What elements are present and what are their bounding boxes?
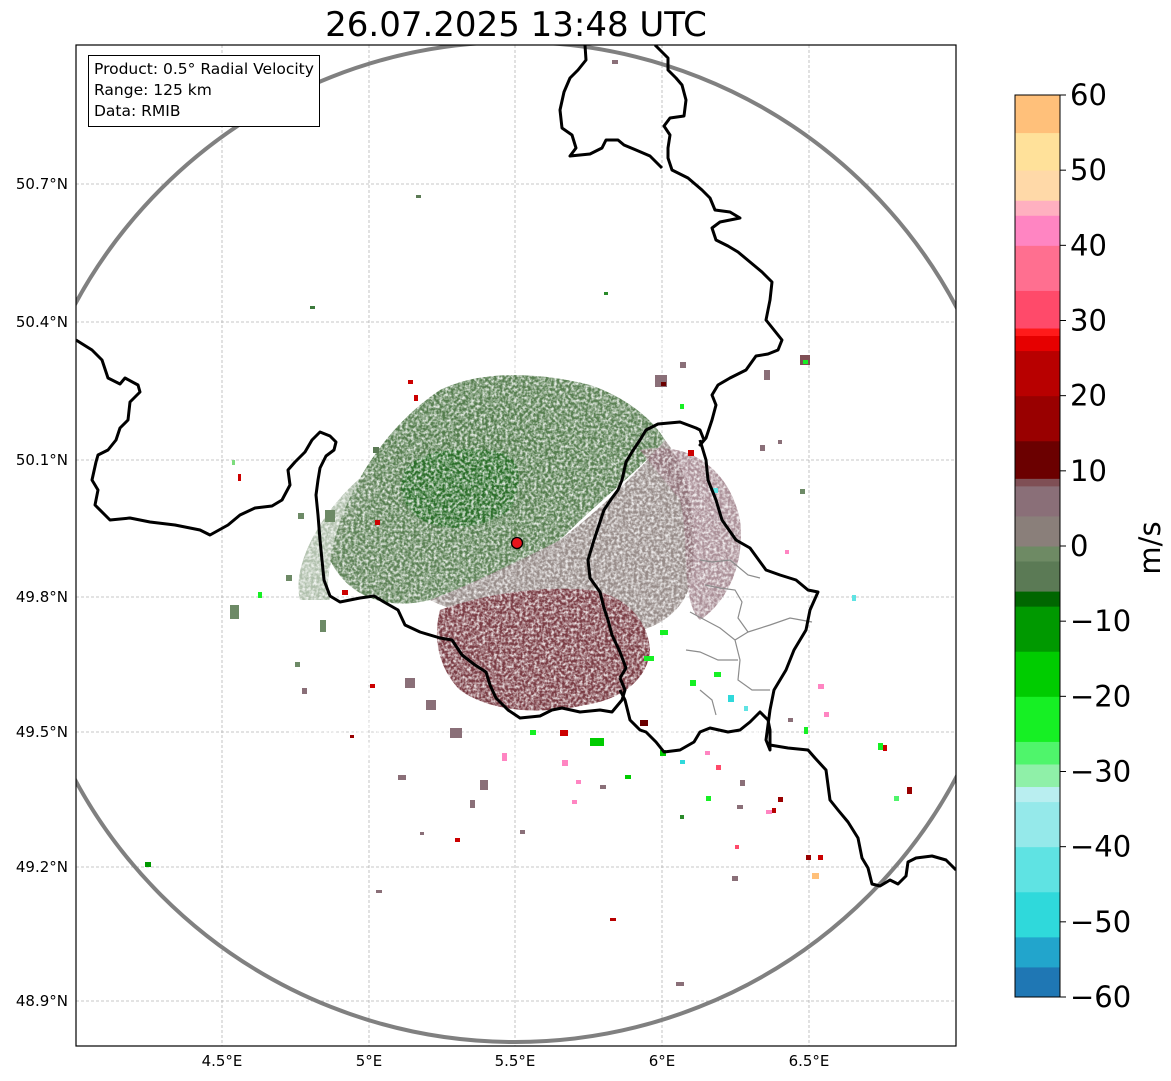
colorbar-bands bbox=[1015, 95, 1060, 998]
info-range: Range: 125 km bbox=[94, 81, 212, 99]
lon-tick-label: 5°E bbox=[356, 1052, 383, 1070]
longitude-ticks: 4.5°E 5°E 5.5°E 6°E 6.5°E bbox=[202, 1052, 830, 1070]
colorbar-band bbox=[1015, 200, 1060, 216]
radar-site-marker bbox=[510, 536, 524, 550]
colorbar-tick-label: 60 bbox=[1070, 78, 1107, 112]
colorbar-tick-label: −20 bbox=[1070, 679, 1131, 713]
lat-tick-label: 49.8°N bbox=[16, 588, 68, 606]
lat-tick-label: 49.5°N bbox=[16, 723, 68, 741]
colorbar-tick-label: 0 bbox=[1070, 529, 1088, 563]
colorbar-band bbox=[1015, 591, 1060, 607]
border-be-lux-east bbox=[586, 45, 784, 679]
colorbar-band bbox=[1015, 546, 1060, 562]
colorbar-band bbox=[1015, 891, 1060, 938]
lat-tick-label: 50.7°N bbox=[16, 175, 68, 193]
colorbar-band bbox=[1015, 132, 1060, 171]
plot-frame bbox=[75, 44, 957, 1047]
colorbar-band bbox=[1015, 440, 1060, 479]
colorbar-band bbox=[1015, 801, 1060, 848]
colorbar-band bbox=[1015, 515, 1060, 547]
colorbar-band bbox=[1015, 606, 1060, 652]
colorbar-band bbox=[1015, 350, 1060, 397]
map-title: 26.07.2025 13:48 UTC bbox=[325, 5, 707, 45]
colorbar-band bbox=[1015, 478, 1060, 487]
lat-tick-label: 48.9°N bbox=[16, 992, 68, 1010]
colorbar-tick-label: −10 bbox=[1070, 604, 1131, 638]
lat-tick-label: 49.2°N bbox=[16, 858, 68, 876]
border-fr-be-west bbox=[76, 338, 627, 720]
colorbar-ticks: 60 50 40 30 20 10 0 −10 −20 −30 −40 −50 −60 bbox=[1060, 78, 1131, 1014]
colorbar-unit-label: m/s bbox=[1133, 521, 1167, 574]
colorbar-tick-label: −40 bbox=[1070, 830, 1131, 864]
product-info-box: Product: 0.5° Radial Velocity Range: 125… bbox=[88, 55, 320, 127]
colorbar-band bbox=[1015, 170, 1060, 201]
colorbar-band bbox=[1015, 215, 1060, 246]
national-boundaries bbox=[76, 45, 956, 888]
colorbar-band bbox=[1015, 846, 1060, 893]
colorbar-band bbox=[1015, 328, 1060, 337]
lon-tick-label: 4.5°E bbox=[202, 1052, 243, 1070]
colorbar-band bbox=[1015, 936, 1060, 968]
colorbar-band bbox=[1015, 95, 1060, 134]
border-nl-de-north bbox=[558, 45, 664, 170]
colorbar-tick-label: 10 bbox=[1070, 454, 1107, 488]
colorbar-tick-label: −50 bbox=[1070, 905, 1131, 939]
colorbar-tick-label: 50 bbox=[1070, 153, 1107, 187]
colorbar-band bbox=[1015, 290, 1060, 329]
colorbar-band bbox=[1015, 335, 1060, 352]
lat-tick-label: 50.1°N bbox=[16, 451, 68, 469]
colorbar-band bbox=[1015, 561, 1060, 592]
border-fr-de-east bbox=[769, 743, 956, 888]
colorbar-band bbox=[1015, 651, 1060, 697]
colorbar-band bbox=[1015, 245, 1060, 291]
radar-scatter-pixels bbox=[145, 60, 912, 986]
colorbar-tick-label: −60 bbox=[1070, 980, 1131, 1014]
colorbar-band bbox=[1015, 395, 1060, 442]
colorbar-band bbox=[1015, 485, 1060, 517]
colorbar-tick-label: 20 bbox=[1070, 379, 1107, 413]
info-product: Product: 0.5° Radial Velocity bbox=[94, 60, 314, 78]
lat-tick-label: 50.4°N bbox=[16, 313, 68, 331]
colorbar-tick-label: 30 bbox=[1070, 304, 1107, 338]
colorbar-band bbox=[1015, 696, 1060, 742]
lon-tick-label: 5.5°E bbox=[495, 1052, 536, 1070]
border-lux-de-fr bbox=[618, 439, 820, 754]
colorbar-band bbox=[1015, 741, 1060, 765]
radar-range-ring bbox=[76, 45, 956, 1044]
colorbar-band bbox=[1015, 786, 1060, 803]
radar-echo-field bbox=[290, 340, 770, 770]
latitude-ticks: 50.7°N 50.4°N 50.1°N 49.8°N 49.5°N 49.2°… bbox=[16, 175, 68, 1010]
lon-tick-label: 6°E bbox=[649, 1052, 676, 1070]
internal-boundaries bbox=[685, 559, 813, 716]
info-data-source: Data: RMIB bbox=[94, 102, 181, 120]
colorbar-band bbox=[1015, 763, 1060, 788]
colorbar-band bbox=[1015, 966, 1060, 998]
colorbar-tick-label: 40 bbox=[1070, 228, 1107, 262]
lon-tick-label: 6.5°E bbox=[789, 1052, 830, 1070]
colorbar-tick-label: −30 bbox=[1070, 755, 1131, 789]
colorbar: 60 50 40 30 20 10 0 −10 −20 −30 −40 −50 −60 m/s bbox=[1014, 78, 1167, 1014]
